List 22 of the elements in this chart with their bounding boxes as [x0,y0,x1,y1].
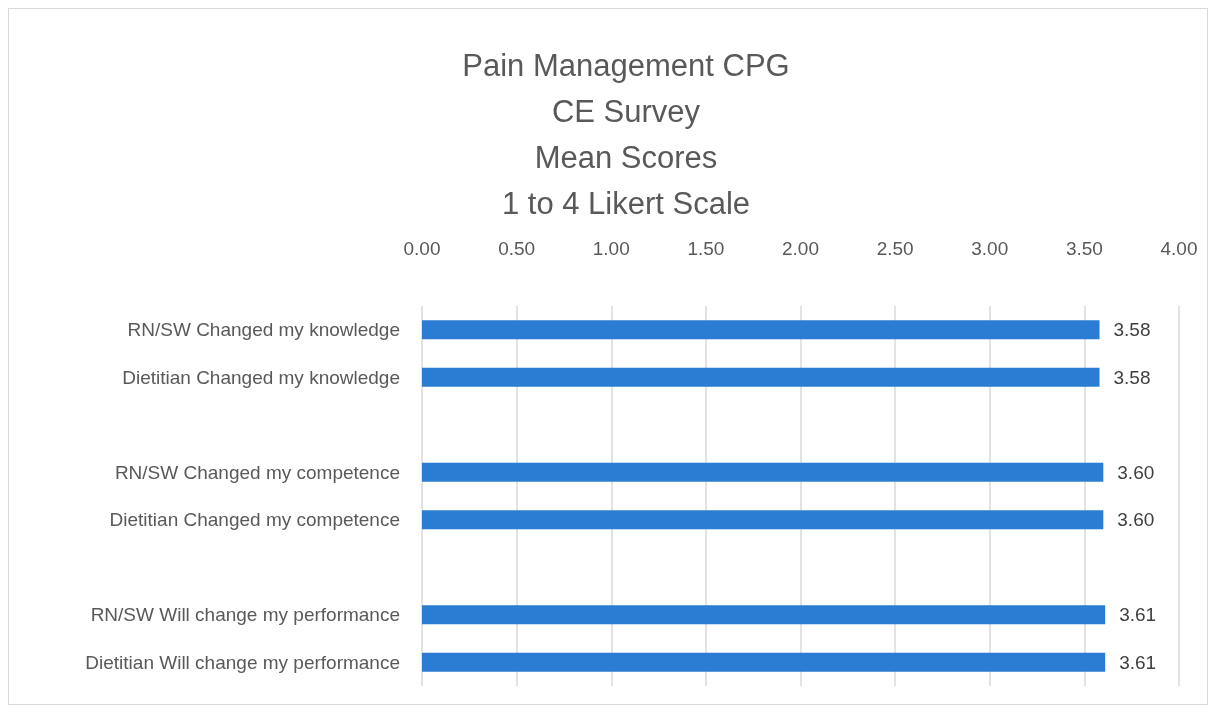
x-tick-label: 0.00 [403,238,441,259]
data-label: 3.58 [1113,319,1151,341]
y-tick-label: Dietitian Will change my performance [85,651,400,673]
x-tick-label: 2.00 [782,238,819,259]
y-tick-label: RN/SW Changed my competence [114,461,400,483]
x-tick-label: 4.00 [1160,238,1198,259]
x-tick-label: 3.00 [971,238,1009,259]
data-label: 3.60 [1117,509,1155,531]
x-tick-label: 1.50 [687,238,725,259]
x-tick-label: 1.00 [592,238,630,259]
data-label: 3.61 [1119,604,1157,626]
data-label: 3.61 [1119,651,1157,673]
chart-title: Pain Management CPG CE Survey Mean Scores 1 to 4 Likert Scale [462,47,790,221]
data-label: 3.58 [1113,366,1151,388]
x-tick-label: 0.50 [498,238,536,259]
y-tick-label: Dietitian Changed my competence [109,509,400,531]
y-tick-label: Dietitian Changed my knowledge [122,366,400,388]
x-tick-label: 2.50 [876,238,914,259]
y-tick-label: RN/SW Will change my performance [90,604,400,626]
data-label: 3.60 [1117,461,1155,483]
x-tick-label: 3.50 [1065,238,1103,259]
y-tick-label: RN/SW Changed my knowledge [127,319,400,341]
